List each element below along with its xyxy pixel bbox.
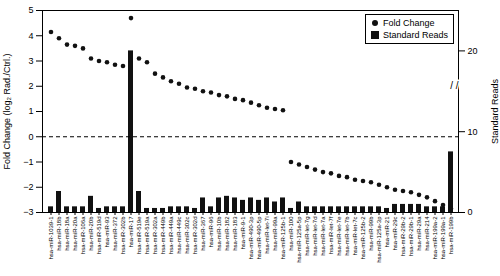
- svg-text:hsa-miR-20b: hsa-miR-20b: [88, 216, 94, 251]
- svg-text:hsa-miR-let-7f: hsa-miR-let-7f: [328, 216, 334, 254]
- svg-text:hsa-miR-18b: hsa-miR-18b: [56, 216, 62, 251]
- svg-text:hsa-miR-125b-2: hsa-miR-125b-2: [360, 216, 366, 260]
- svg-text:hsa-miR-182: hsa-miR-182: [224, 216, 230, 251]
- svg-text:0: 0: [28, 132, 33, 142]
- svg-text:hsa-miR-199b: hsa-miR-199b: [448, 216, 454, 254]
- svg-text:10: 10: [468, 127, 478, 137]
- svg-text:hsa-miR-302b: hsa-miR-302b: [120, 216, 126, 254]
- svg-text:−3: −3: [23, 207, 33, 217]
- svg-text:hsa-miR-let-7g: hsa-miR-let-7g: [304, 217, 310, 256]
- svg-text:hsa-miR-302d: hsa-miR-302d: [192, 217, 198, 255]
- svg-text:−2: −2: [23, 182, 33, 192]
- svg-text:hsa-miR-125a-5p: hsa-miR-125a-5p: [296, 216, 302, 263]
- svg-text:3: 3: [28, 56, 33, 66]
- svg-text:hsa-miR-29b-1: hsa-miR-29b-1: [408, 216, 414, 256]
- svg-text:hsa-miR-125a-3p: hsa-miR-125a-3p: [376, 216, 382, 263]
- svg-text:hsa-miR-449b: hsa-miR-449b: [160, 216, 166, 254]
- svg-text:5: 5: [28, 5, 33, 15]
- svg-text:hsa-miR-let-7e: hsa-miR-let-7e: [336, 216, 342, 256]
- svg-text:hsa-miR-302c: hsa-miR-302c: [184, 217, 190, 254]
- svg-text:20: 20: [468, 46, 478, 56]
- svg-text:hsa-miR-17: hsa-miR-17: [128, 216, 134, 248]
- html-text:Fold Change: Fold Change: [383, 18, 435, 28]
- svg-text:hsa-miR-302a: hsa-miR-302a: [152, 216, 158, 254]
- svg-text:hsa-miR-490-5p: hsa-miR-490-5p: [256, 216, 262, 260]
- svg-text:hsa-miR-10b: hsa-miR-10b: [216, 216, 222, 251]
- svg-text:hsa-miR-106a: hsa-miR-106a: [80, 216, 86, 254]
- svg-text:hsa-miR-1039-1: hsa-miR-1039-1: [48, 216, 54, 260]
- html-text:Standard Reads: Standard Reads: [383, 30, 448, 40]
- svg-text:0: 0: [468, 207, 473, 217]
- svg-text:hsa-miR-29b-2: hsa-miR-29b-2: [400, 216, 406, 256]
- svg-text:hsa-miR-183: hsa-miR-183: [232, 216, 238, 251]
- svg-text:hsa-miR-449c: hsa-miR-449c: [176, 217, 182, 254]
- svg-text:hsa-miR-29c: hsa-miR-29c: [392, 217, 398, 251]
- svg-text:hsa-miR-99a: hsa-miR-99a: [272, 216, 278, 251]
- svg-text:hsa-miR-29a: hsa-miR-29a: [416, 216, 422, 251]
- svg-text:Standard Reads: Standard Reads: [490, 78, 500, 144]
- svg-text:hsa-miR-let-7d: hsa-miR-let-7d: [312, 217, 318, 256]
- svg-text:hsa-miR-214: hsa-miR-214: [424, 216, 430, 251]
- svg-text:hsa-miR-490-3p: hsa-miR-490-3p: [248, 216, 254, 260]
- svg-text:hsa-miR-372: hsa-miR-372: [112, 216, 118, 251]
- svg-text:/ /: / /: [450, 80, 459, 91]
- svg-text:−1: −1: [23, 157, 33, 167]
- svg-text:hsa-miR-125b-1: hsa-miR-125b-1: [280, 216, 286, 260]
- svg-text:hsa-miR-449a: hsa-miR-449a: [168, 216, 174, 254]
- svg-text:hsa-miR-21: hsa-miR-21: [384, 216, 390, 248]
- svg-text:hsa-miR-199a-1: hsa-miR-199a-1: [440, 216, 446, 260]
- svg-text:hsa-miR-let-7i: hsa-miR-let-7i: [264, 217, 270, 254]
- svg-text:hsa-miR-519e: hsa-miR-519e: [136, 216, 142, 254]
- svg-text:hsa-miR-let-7b: hsa-miR-let-7b: [344, 216, 350, 256]
- svg-text:hsa-miR-let-7c: hsa-miR-let-7c: [352, 217, 358, 256]
- svg-text:hsa-miR-199a-2: hsa-miR-199a-2: [432, 216, 438, 260]
- svg-text:2: 2: [28, 81, 33, 91]
- svg-text:hsa-miR-519d: hsa-miR-519d: [96, 217, 102, 255]
- svg-text:hsa-miR-367: hsa-miR-367: [200, 216, 206, 251]
- svg-text:Fold Change (log₂ Rad./Ctrl.): Fold Change (log₂ Rad./Ctrl.): [2, 53, 12, 169]
- svg-text:hsa-miR-93: hsa-miR-93: [104, 216, 110, 248]
- svg-text:4: 4: [28, 31, 33, 41]
- svg-text:hsa-miR-20a: hsa-miR-20a: [72, 216, 78, 251]
- svg-text:hsa-miR-let-7a: hsa-miR-let-7a: [320, 216, 326, 256]
- svg-text:hsa-miR-9-1: hsa-miR-9-1: [240, 216, 246, 250]
- svg-text:hsa-miR-100: hsa-miR-100: [288, 216, 294, 251]
- svg-text:hsa-miR-99b: hsa-miR-99b: [368, 216, 374, 251]
- svg-text:hsa-miR-519a: hsa-miR-519a: [144, 216, 150, 254]
- svg-text:hsa-miR-18a: hsa-miR-18a: [64, 216, 70, 251]
- svg-text:hsa-miR-96: hsa-miR-96: [208, 216, 214, 248]
- svg-text:1: 1: [28, 106, 33, 116]
